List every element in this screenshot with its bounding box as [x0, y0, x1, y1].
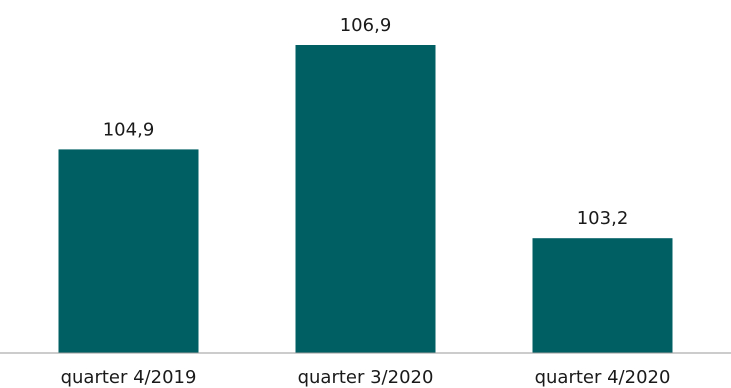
- bar-1: [58, 149, 199, 353]
- category-label: quarter 4/2020: [535, 367, 671, 388]
- bars-group: [58, 45, 673, 353]
- category-label: quarter 4/2019: [61, 367, 197, 388]
- bar-value-label: 103,2: [577, 208, 629, 229]
- bar-value-label: 104,9: [103, 119, 155, 140]
- value-labels-group: 104,9 106,9 103,2: [103, 15, 629, 229]
- category-label: quarter 3/2020: [298, 367, 434, 388]
- category-labels-group: quarter 4/2019 quarter 3/2020 quarter 4/20…: [61, 367, 671, 388]
- bar-value-label: 106,9: [340, 15, 392, 36]
- bar-2: [295, 45, 436, 353]
- bar-3: [532, 238, 673, 353]
